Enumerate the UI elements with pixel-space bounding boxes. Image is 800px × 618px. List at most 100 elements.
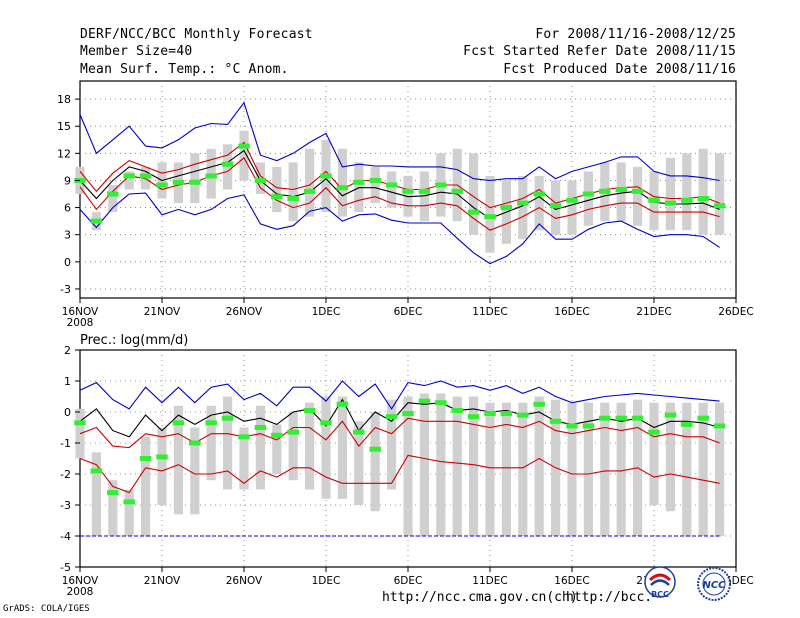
- temp-spread-bar: [534, 175, 544, 231]
- temp-xtick-label: 16NOV: [62, 306, 99, 318]
- temp-median-mark: [517, 200, 529, 206]
- prec-median-mark: [156, 454, 168, 460]
- prec-median-mark: [681, 421, 693, 427]
- prec-spread-bar: [124, 489, 134, 536]
- prec-spread-bar: [403, 396, 413, 536]
- temp-median-mark: [648, 197, 660, 203]
- chart-title: DERF/NCC/BCC Monthly Forecast: [80, 27, 313, 42]
- prec-median-mark: [238, 434, 250, 440]
- temp-median-mark: [189, 179, 201, 185]
- prec-spread-bar: [419, 393, 429, 536]
- temp-ytick-label: 3: [64, 229, 71, 242]
- prec-spread-bar: [485, 402, 495, 536]
- prec-median-mark: [303, 407, 316, 413]
- temp-median-mark: [254, 177, 267, 183]
- prec-spread-bar: [682, 402, 692, 536]
- prec-spread-bar: [91, 452, 101, 536]
- temp-spread-bar: [108, 184, 118, 213]
- prec-spread-bar: [715, 402, 725, 536]
- prec-spread-bar: [223, 396, 233, 490]
- prec-xtick-label: 6DEC: [394, 575, 423, 587]
- prec-series-mean: [79, 398, 720, 438]
- temp-median-mark: [418, 188, 431, 194]
- temp-spread-bar: [190, 153, 200, 204]
- prec-xtick-label: 16DEC: [554, 575, 589, 587]
- temp-median-mark: [90, 218, 103, 224]
- forecast-period: For 2008/11/16-2008/12/25: [535, 27, 736, 42]
- temp-median-mark: [320, 173, 332, 179]
- temp-median-mark: [697, 196, 709, 202]
- temp-median-mark: [221, 161, 234, 167]
- prec-spread-bar: [436, 393, 446, 536]
- temp-spread-bar: [124, 171, 134, 190]
- temp-spread-bar: [337, 148, 347, 217]
- prec-spread-bar: [370, 412, 380, 512]
- precipitation-title: Prec.: log(mm/d): [80, 333, 188, 348]
- temp-median-mark: [549, 203, 562, 209]
- prec-median-mark: [320, 420, 332, 426]
- prec-xtick-label: 26NOV: [226, 575, 263, 587]
- prec-xtick-label: 11DEC: [472, 575, 507, 587]
- prec-spread-bar: [469, 396, 479, 536]
- prec-ytick-label: 2: [64, 344, 71, 357]
- temp-spread-bar: [469, 153, 479, 235]
- prec-median-mark: [713, 423, 726, 429]
- temp-spread-bar: [518, 175, 528, 240]
- temp-spread-bar: [272, 166, 282, 213]
- forecast-produced-date: Fcst Produced Date 2008/11/16: [503, 62, 736, 77]
- prec-median-mark: [517, 412, 529, 418]
- prec-ytick-label: -5: [60, 561, 71, 574]
- ncc-cma-link[interactable]: http://ncc.cma.gov.cn(ch): [382, 590, 578, 605]
- temp-median-mark: [664, 200, 677, 206]
- member-size-label: Member Size=40: [80, 44, 193, 59]
- prec-median-mark: [254, 425, 267, 430]
- temp-median-mark: [139, 173, 152, 179]
- prec-xtick-label: 21NOV: [144, 575, 181, 587]
- prec-median-mark: [418, 398, 431, 404]
- prec-median-mark: [500, 411, 513, 417]
- temp-ytick-label: 12: [57, 147, 71, 160]
- prec-median-mark: [648, 429, 660, 435]
- temp-median-mark: [631, 188, 644, 194]
- temp-spread-bar: [583, 171, 593, 226]
- temp-series-maximum: [79, 101, 720, 182]
- prec-spread-bar: [190, 427, 200, 515]
- prec-spread-bar: [583, 402, 593, 536]
- bcc-link[interactable]: http://bcc.: [566, 590, 653, 605]
- prec-spread-bar: [272, 424, 282, 474]
- prec-spread-bar: [501, 402, 511, 536]
- temp-xtick-label: 21NOV: [144, 306, 181, 318]
- prec-spread-bar: [337, 396, 347, 499]
- prec-median-mark: [353, 429, 365, 435]
- prec-spread-bar: [108, 480, 118, 536]
- temp-median-mark: [566, 197, 578, 203]
- ncc-logo: NCC: [697, 567, 731, 601]
- prec-spread-bar: [649, 402, 659, 505]
- temp-series-minimum: [79, 192, 720, 265]
- temp-median-mark: [402, 188, 414, 194]
- temp-median-mark: [467, 209, 480, 215]
- temp-series-ensemble-mean: [79, 149, 720, 220]
- temp-median-mark: [713, 203, 726, 209]
- temp-ytick-label: -3: [60, 283, 71, 296]
- temp-ytick-label: 6: [64, 202, 71, 215]
- prec-median-mark: [615, 415, 627, 421]
- temp-spread-bar: [305, 148, 315, 217]
- prec-median-mark: [664, 412, 677, 418]
- prec-xtick-label: 16NOV: [62, 575, 99, 587]
- temp-series-lower-percentile: [79, 157, 720, 231]
- ncc-logo-text: NCC: [702, 580, 726, 591]
- prec-median-mark: [221, 415, 234, 421]
- temp-median-mark: [205, 173, 217, 179]
- variable-label: Mean Surf. Temp.: °C Anom.: [80, 62, 289, 77]
- temp-median-mark: [500, 205, 513, 211]
- prec-series-upper-percentile: [79, 417, 720, 449]
- prec-spread-bar: [616, 402, 626, 536]
- temp-median-mark: [451, 188, 463, 194]
- temp-median-mark: [484, 214, 496, 220]
- prec-spread-bar: [354, 421, 364, 505]
- prec-median-mark: [336, 401, 349, 407]
- temp-median-mark: [599, 188, 611, 194]
- prec-spread-bar: [600, 402, 610, 536]
